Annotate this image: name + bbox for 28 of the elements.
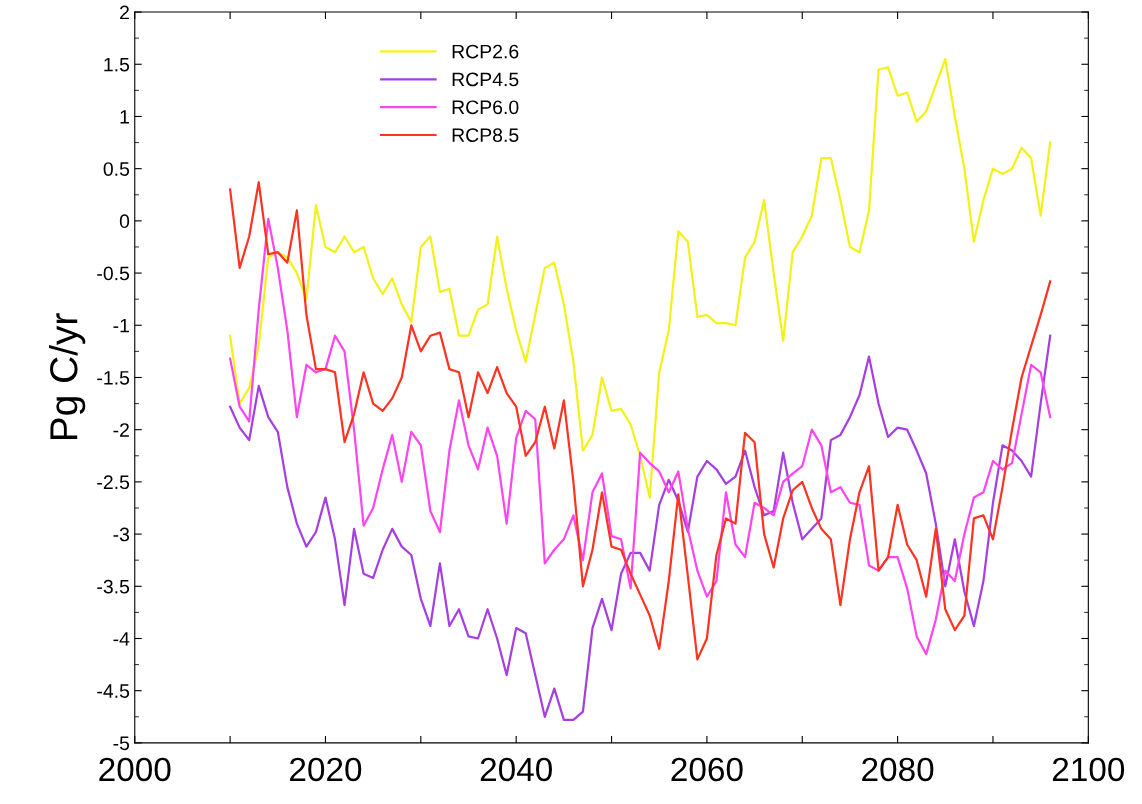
y-tick-label: -3 [113,527,130,542]
y-tick-label: -2.5 [97,475,130,490]
y-tick-label: 1.5 [104,57,130,72]
x-tick-label: 2000 [99,757,171,782]
legend-label: RCP4.5 [452,72,519,87]
y-tick-label: -2 [113,423,129,437]
y-tick-label: -4.5 [97,684,130,698]
x-tick-label: 2040 [480,757,552,782]
y-tick-label: 2 [120,5,129,20]
line-series [229,334,1052,722]
y-tick-label: -5 [113,736,130,751]
x-tick-label: 2080 [862,757,934,782]
y-tick-label: -3.5 [97,579,130,594]
legend-label: RCP8.5 [452,128,519,142]
legend-label: RCP2.6 [452,44,519,59]
y-tick-label: 1 [120,110,129,124]
x-tick-label: 2020 [290,757,362,782]
y-tick-label: -1.5 [97,371,130,385]
y-tick-label: 0.5 [103,162,130,176]
y-tick-label: -0.5 [97,266,130,281]
y-tick-label: -4 [113,632,130,646]
x-tick-label: 2060 [671,757,743,782]
line-series [229,57,1052,499]
legend-label: RCP6.0 [452,100,519,115]
y-tick-label: -1 [113,318,129,333]
y-axis-title: Pg C/yr [49,313,86,440]
x-tick-label: 2100 [1052,757,1125,782]
y-tick-label: 0 [119,214,130,229]
